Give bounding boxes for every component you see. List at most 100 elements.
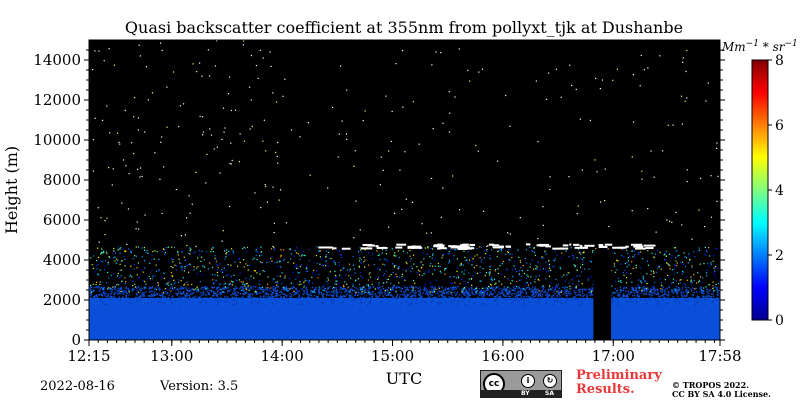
aerosol-pixel [513,265,515,267]
aerosol-pixel [536,268,538,270]
aerosol-pixel [141,256,143,258]
aerosol-pixel [647,287,649,290]
aerosol-pixel [109,297,111,300]
aerosol-pixel [695,291,698,293]
aerosol-pixel [369,272,371,274]
aerosol-pixel [544,302,546,304]
aerosol-pixel [565,292,567,295]
aerosol-pixel [508,289,511,292]
aerosol-pixel [368,292,370,295]
aerosol-pixel [622,299,624,302]
noise-pixel [265,185,267,188]
aerosol-pixel [96,268,98,270]
aerosol-pixel [665,262,668,264]
aerosol-pixel [277,275,279,277]
aerosol-pixel [640,282,643,284]
aerosol-pixel [125,290,127,292]
aerosol-pixel [103,288,105,290]
aerosol-pixel [500,288,502,290]
aerosol-pixel [213,283,215,285]
aerosol-pixel [582,295,584,298]
aerosol-pixel [116,258,118,260]
aerosol-pixel [715,288,718,290]
aerosol-pixel [306,291,309,293]
aerosol-pixel [687,299,690,302]
aerosol-pixel [617,293,620,295]
cloud-pixel [545,245,551,248]
aerosol-pixel [464,269,466,271]
noise-pixel [594,159,596,161]
aerosol-pixel [447,293,449,295]
aerosol-pixel [404,279,406,281]
aerosol-pixel [183,270,185,272]
aerosol-pixel [147,252,149,254]
aerosol-pixel [389,288,392,291]
aerosol-pixel [225,253,227,255]
noise-pixel [216,40,218,42]
aerosol-pixel [103,292,106,294]
aerosol-pixel [108,286,110,289]
cloud-pixel [552,247,565,250]
aerosol-pixel [655,289,657,291]
aerosol-pixel [280,300,282,303]
aerosol-pixel [406,295,409,297]
aerosol-pixel [411,291,413,293]
aerosol-pixel [216,303,219,306]
aerosol-pixel [274,287,277,289]
aerosol-pixel [583,303,586,305]
aerosol-pixel [119,248,121,250]
aerosol-pixel [99,287,101,289]
noise-pixel [393,212,396,214]
aerosol-pixel [463,291,465,294]
aerosol-pixel [488,288,490,290]
noise-pixel [641,178,643,180]
aerosol-pixel [638,289,641,291]
aerosol-pixel [410,285,412,287]
aerosol-pixel [654,293,656,295]
aerosol-pixel [545,253,547,255]
aerosol-pixel [700,298,702,300]
aerosol-pixel [404,291,406,293]
aerosol-pixel [389,293,391,296]
aerosol-pixel [217,275,219,277]
aerosol-pixel [363,292,365,295]
aerosol-pixel [202,294,204,296]
aerosol-pixel [220,288,222,291]
aerosol-pixel [713,267,715,269]
aerosol-pixel [212,303,214,305]
aerosol-pixel [352,283,354,285]
aerosol-pixel [211,290,213,293]
aerosol-pixel [684,295,686,298]
aerosol-pixel [616,291,619,293]
aerosol-pixel [196,290,199,292]
aerosol-pixel [443,303,445,306]
aerosol-pixel [289,287,292,290]
aerosol-pixel [711,301,713,303]
aerosol-pixel [631,249,633,251]
aerosol-pixel [261,303,264,305]
aerosol-pixel [465,291,467,293]
noise-pixel [205,182,207,184]
aerosol-pixel [420,293,422,296]
aerosol-pixel [277,286,280,288]
aerosol-pixel [457,296,459,299]
aerosol-pixel [385,299,388,301]
aerosol-pixel [128,288,130,290]
aerosol-pixel [645,293,647,295]
aerosol-pixel [520,297,522,299]
aerosol-pixel [222,303,225,306]
aerosol-pixel [639,251,642,253]
aerosol-pixel [357,251,360,253]
noise-pixel [655,231,657,233]
aerosol-pixel [282,249,285,251]
aerosol-pixel [507,278,509,280]
aerosol-pixel [201,256,203,258]
cloud-pixel [630,243,643,246]
aerosol-pixel [303,254,305,257]
aerosol-pixel [497,286,499,288]
aerosol-pixel [142,271,144,273]
cloud-pixel [407,245,413,248]
aerosol-pixel [364,248,366,251]
aerosol-pixel [274,298,277,301]
aerosol-pixel [110,298,113,301]
